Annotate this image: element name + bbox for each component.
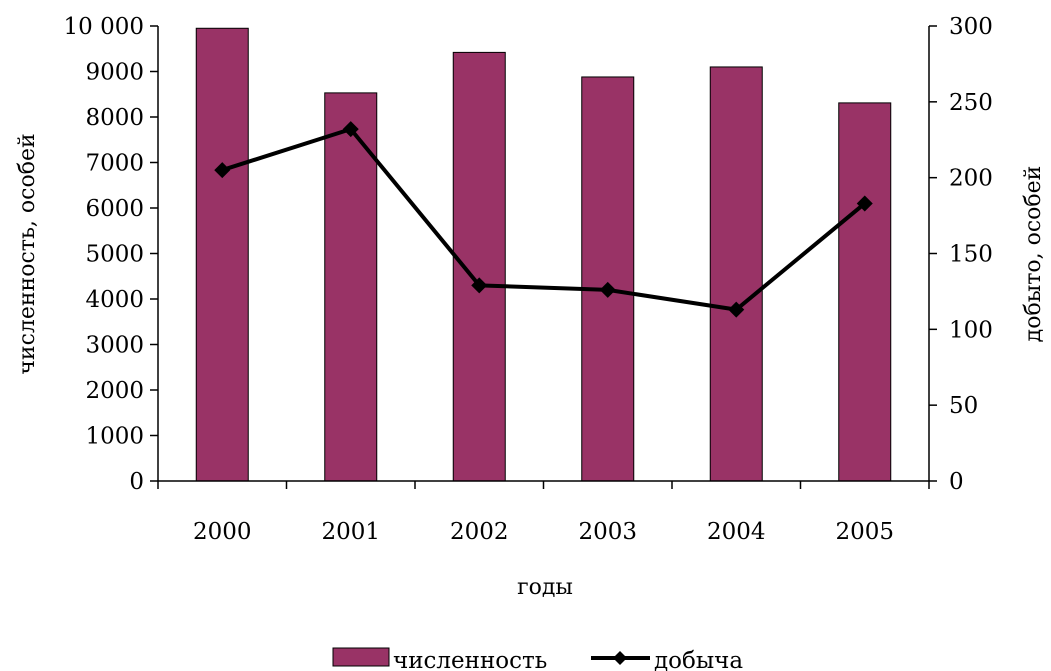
- line-layer: [214, 121, 873, 318]
- line-point-2002: [471, 277, 488, 294]
- axes-layer: [150, 25, 937, 489]
- y-left-tick-label: 10 000: [64, 14, 144, 40]
- legend-label-bar: численность: [393, 648, 547, 671]
- bar-2003: [581, 76, 635, 482]
- legend: численность добыча: [332, 647, 743, 671]
- x-axis-title: годы: [517, 575, 573, 600]
- x-tick-label-2003: 2003: [578, 519, 637, 545]
- y-axis-right-title: добыто, особей: [1021, 166, 1046, 343]
- bar-2000: [195, 27, 249, 482]
- x-tick-label-2001: 2001: [321, 519, 380, 545]
- x-tick-label-2004: 2004: [707, 519, 766, 545]
- x-tick-label-2005: 2005: [835, 519, 894, 545]
- line-point-2000: [214, 162, 231, 179]
- bars-layer: [195, 27, 892, 482]
- y-left-tick-label: 4000: [85, 287, 144, 313]
- x-tick-label-2002: 2002: [450, 519, 509, 545]
- line-point-2004: [728, 301, 745, 318]
- y-left-tick-label: 3000: [85, 333, 144, 359]
- y-left-tick-label: 7000: [85, 151, 144, 177]
- y-left-tick-label: 6000: [85, 196, 144, 222]
- y-left-tick-label: 2000: [85, 378, 144, 404]
- line-point-2001: [342, 121, 359, 138]
- y-right-tick-label: 250: [949, 90, 993, 116]
- legend-label-line: добыча: [654, 648, 743, 671]
- y-left-tick-label: 8000: [85, 105, 144, 131]
- y-right-tick-label: 100: [949, 317, 993, 343]
- y-left-tick-label: 5000: [85, 242, 144, 268]
- x-tick-label-2000: 2000: [193, 519, 252, 545]
- bar-2001: [324, 92, 378, 482]
- y-left-tick-label: 1000: [85, 424, 144, 450]
- tick-labels-layer: 010002000300040005000600070008000900010 …: [64, 14, 993, 545]
- y-left-tick-label: 0: [129, 469, 144, 495]
- line-point-2005: [856, 195, 873, 212]
- y-right-tick-label: 0: [949, 469, 964, 495]
- legend-swatch-bar: [332, 647, 390, 667]
- bar-2002: [452, 51, 506, 482]
- line-series-dobycha: [221, 127, 867, 312]
- line-point-2003: [599, 281, 616, 298]
- y-axis-left-title: численность, особей: [15, 133, 40, 374]
- y-right-tick-label: 200: [949, 166, 993, 192]
- y-right-tick-label: 150: [949, 242, 993, 268]
- bar-2005: [838, 102, 892, 482]
- legend-diamond-marker: [613, 651, 627, 665]
- y-right-tick-label: 50: [949, 393, 978, 419]
- bar-2004: [709, 66, 763, 482]
- y-right-tick-label: 300: [949, 14, 993, 40]
- y-left-tick-label: 9000: [85, 60, 144, 86]
